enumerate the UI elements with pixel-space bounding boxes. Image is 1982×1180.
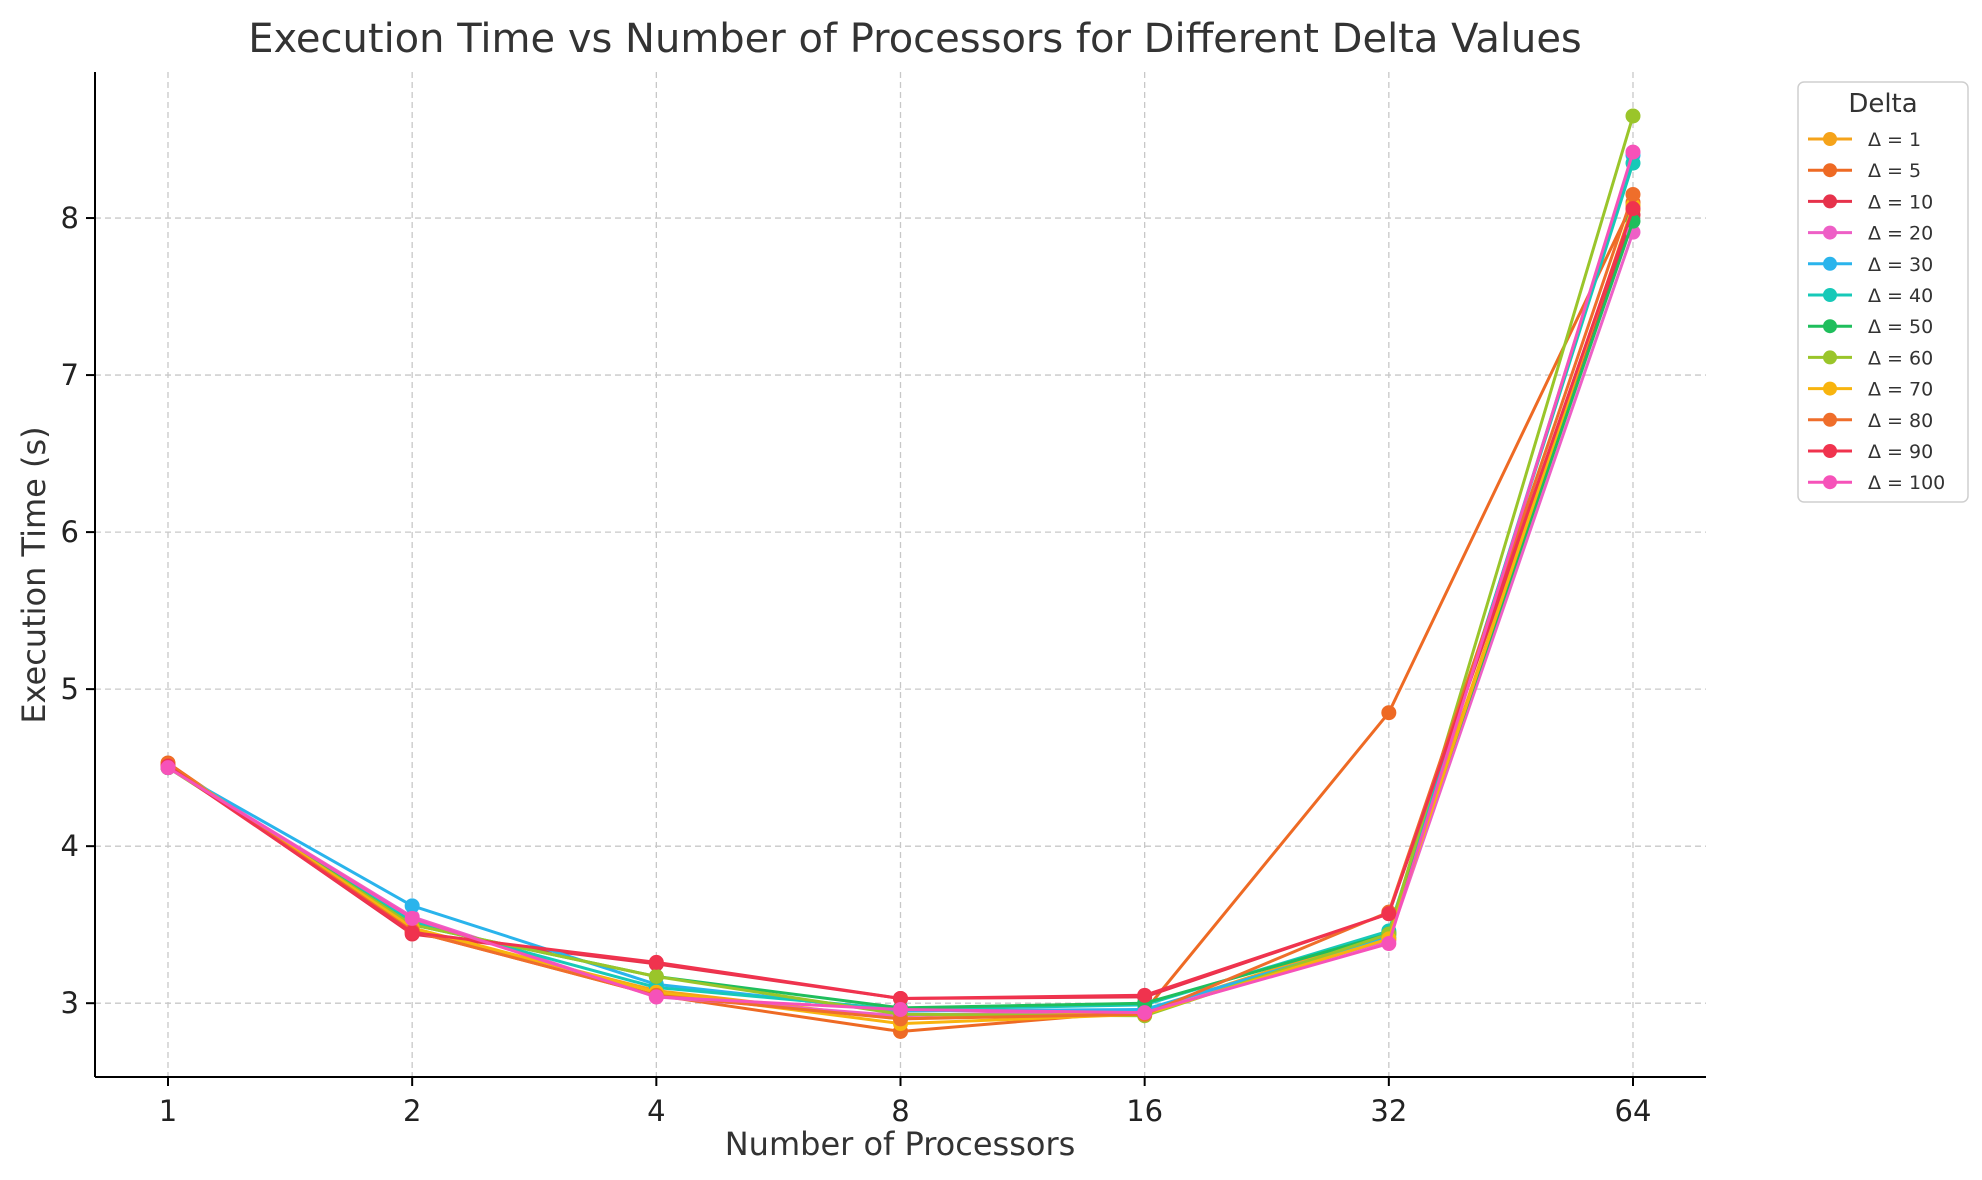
legend-label: Δ = 50 — [1868, 316, 1933, 338]
x-tick-label: 64 — [1615, 1094, 1652, 1128]
legend-marker — [1823, 256, 1837, 271]
x-tick-label: 1 — [159, 1094, 177, 1128]
legend-label: Δ = 40 — [1868, 285, 1933, 307]
y-tick-label: 5 — [61, 672, 79, 706]
data-point — [404, 898, 420, 914]
legend-label: Δ = 20 — [1868, 223, 1933, 245]
data-point — [404, 925, 420, 941]
legend-item: Δ = 100 — [1808, 472, 1945, 494]
legend-item: Δ = 70 — [1808, 379, 1933, 401]
legend-label: Δ = 1 — [1868, 129, 1921, 151]
data-point — [648, 989, 664, 1005]
legend-label: Δ = 100 — [1868, 472, 1945, 494]
grid-lines — [95, 72, 1706, 1077]
legend-item: Δ = 60 — [1808, 347, 1933, 369]
legend-marker — [1823, 132, 1837, 146]
y-tick-label: 6 — [61, 515, 79, 549]
legend-label: Δ = 30 — [1868, 254, 1933, 276]
y-tick-label: 3 — [61, 986, 79, 1020]
data-point — [160, 760, 176, 776]
legend-item: Δ = 5 — [1808, 160, 1921, 182]
legend-label: Δ = 60 — [1868, 347, 1933, 369]
series-11 — [160, 201, 1641, 1006]
legend-item: Δ = 20 — [1808, 223, 1933, 245]
y-axis-label: Execution Time (s) — [15, 426, 53, 723]
legend-marker — [1823, 381, 1837, 396]
data-point — [404, 910, 420, 926]
data-point — [1137, 987, 1153, 1003]
data-point — [893, 1001, 908, 1017]
data-point — [893, 990, 908, 1006]
legend-marker — [1823, 225, 1837, 240]
y-tick-label: 4 — [61, 829, 79, 863]
legend-marker — [1823, 319, 1837, 334]
legend-marker — [1823, 444, 1837, 458]
data-point — [1625, 186, 1641, 202]
legend-title: Delta — [1848, 89, 1917, 119]
chart-title: Execution Time vs Number of Processors f… — [248, 16, 1582, 62]
x-tick-label: 8 — [891, 1094, 909, 1128]
x-tick-label: 16 — [1126, 1094, 1163, 1128]
x-axis-ticks: 1 2 4 8 16 32 64 — [159, 1077, 1652, 1128]
legend-marker — [1823, 350, 1837, 365]
y-axis-ticks: 3 4 5 6 7 8 — [61, 201, 95, 1020]
legend-item: Δ = 90 — [1808, 441, 1933, 463]
legend-marker — [1823, 194, 1837, 209]
legend-label: Δ = 80 — [1868, 410, 1933, 432]
x-tick-label: 2 — [403, 1094, 421, 1128]
data-point — [1625, 108, 1641, 124]
data-point — [1625, 144, 1641, 160]
data-point — [1137, 1005, 1153, 1021]
legend-items: Δ = 1 Δ = 5 Δ = 10 Δ = 20 Δ = 30 Δ = 40 Δ = 50… — [1808, 129, 1945, 494]
legend-label: Δ = 90 — [1868, 441, 1933, 463]
legend-label: Δ = 70 — [1868, 379, 1933, 401]
legend-item: Δ = 1 — [1808, 129, 1921, 151]
legend-item: Δ = 80 — [1808, 410, 1933, 432]
legend-item: Δ = 40 — [1808, 285, 1933, 307]
x-tick-label: 32 — [1370, 1094, 1407, 1128]
legend-box — [1797, 81, 1969, 503]
y-tick-label: 7 — [61, 358, 79, 392]
x-axis-label: Number of Processors — [725, 1125, 1076, 1163]
y-tick-label: 8 — [61, 201, 79, 235]
data-point — [1381, 936, 1397, 952]
data-point — [1381, 906, 1397, 922]
legend-marker — [1823, 288, 1837, 302]
data-point — [648, 969, 664, 984]
legend-item: Δ = 30 — [1808, 254, 1933, 276]
legend-label: Δ = 10 — [1868, 191, 1933, 213]
legend-item: Δ = 50 — [1808, 316, 1933, 338]
legend-marker — [1823, 475, 1837, 490]
x-tick-label: 4 — [647, 1094, 665, 1128]
series-12 — [160, 144, 1641, 1021]
legend-label: Δ = 5 — [1868, 160, 1921, 182]
legend-marker — [1823, 412, 1837, 427]
legend: Delta Δ = 1 Δ = 5 Δ = 10 Δ = 20 Δ = 30 Δ = 40… — [1797, 81, 1969, 503]
legend-marker — [1823, 163, 1837, 178]
legend-item: Δ = 10 — [1808, 191, 1933, 213]
data-point — [1381, 705, 1397, 721]
data-point — [648, 954, 664, 970]
data-point — [1625, 201, 1641, 217]
series-lines — [160, 108, 1641, 1039]
